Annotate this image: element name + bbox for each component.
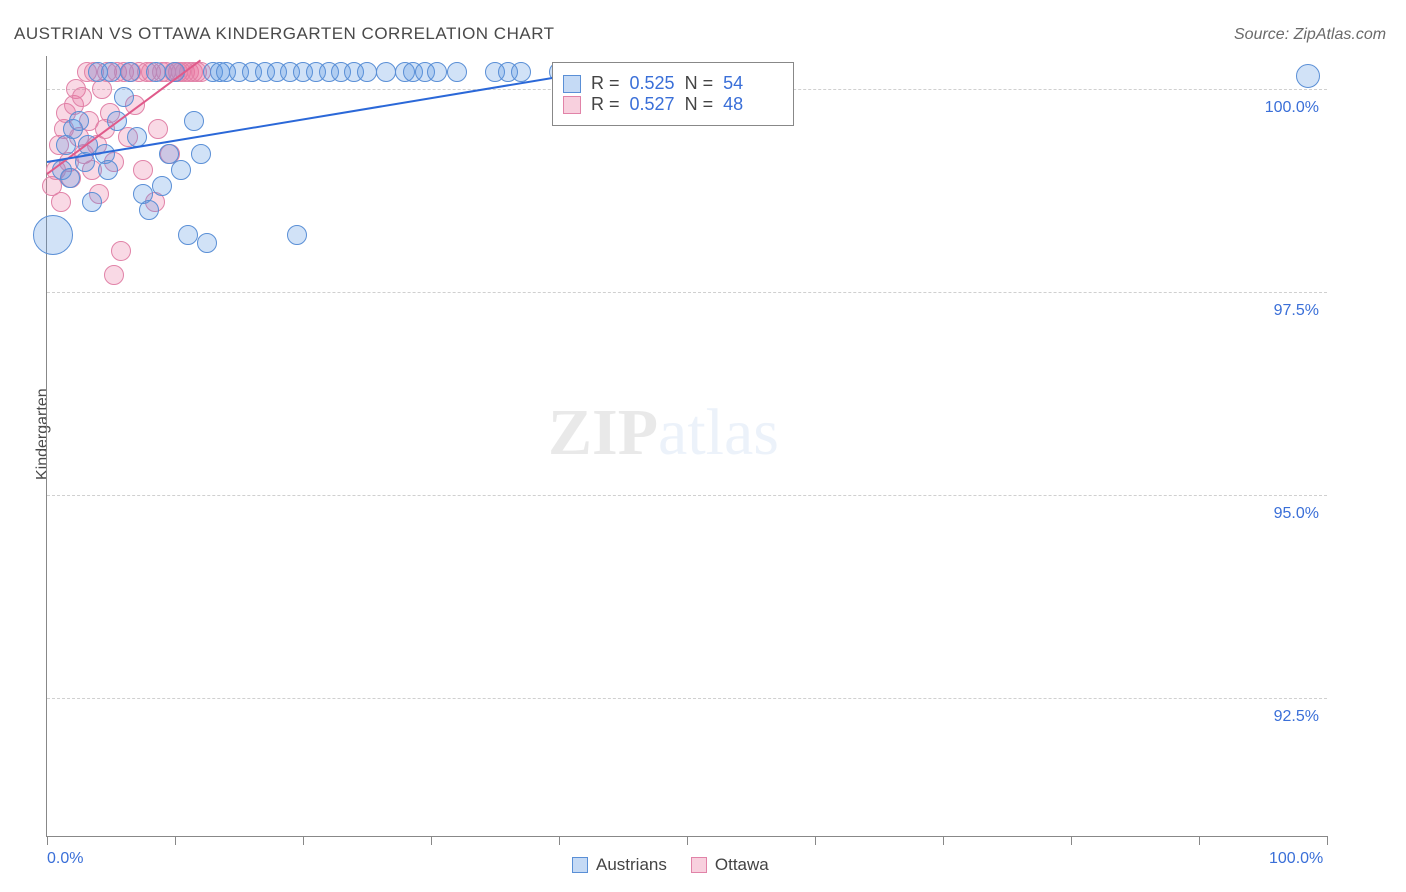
data-point-ottawa [51, 192, 71, 212]
data-point-austrians [33, 215, 73, 255]
plot-area: 100.0%97.5%95.0%92.5%0.0%100.0% [46, 56, 1327, 837]
gridline [47, 292, 1327, 293]
data-point-ottawa [104, 265, 124, 285]
legend-n-label: N = [685, 73, 714, 94]
series-legend: Austrians Ottawa [572, 855, 769, 875]
legend-n-value: 54 [723, 73, 743, 94]
data-point-austrians [184, 111, 204, 131]
legend-r-value: 0.527 [630, 94, 675, 115]
legend-swatch [563, 75, 581, 93]
x-tick [1071, 836, 1072, 845]
stats-legend: R = 0.525 N = 54 R = 0.527 N = 48 [552, 62, 794, 126]
legend-swatch [572, 857, 588, 873]
trend-line-austrians [47, 71, 585, 162]
data-point-austrians [376, 62, 396, 82]
data-point-austrians [447, 62, 467, 82]
x-tick-label: 100.0% [1269, 850, 1323, 868]
data-point-austrians [511, 62, 531, 82]
legend-r-value: 0.525 [630, 73, 675, 94]
data-point-austrians [114, 87, 134, 107]
data-point-austrians [98, 160, 118, 180]
data-point-austrians [152, 176, 172, 196]
data-point-austrians [146, 62, 166, 82]
data-point-austrians [287, 225, 307, 245]
data-point-austrians [427, 62, 447, 82]
data-point-austrians [1296, 64, 1320, 88]
x-tick [47, 836, 48, 845]
legend-swatch [691, 857, 707, 873]
legend-r-label: R = [591, 94, 620, 115]
gridline [47, 495, 1327, 496]
y-tick-label: 97.5% [1274, 302, 1319, 320]
x-tick [1327, 836, 1328, 845]
x-tick [1199, 836, 1200, 845]
legend-swatch [563, 96, 581, 114]
data-point-austrians [69, 111, 89, 131]
x-tick [303, 836, 304, 845]
legend-r-label: R = [591, 73, 620, 94]
y-tick-label: 100.0% [1265, 99, 1319, 117]
y-tick-label: 95.0% [1274, 505, 1319, 523]
y-tick-label: 92.5% [1274, 708, 1319, 726]
data-point-austrians [357, 62, 377, 82]
data-point-austrians [171, 160, 191, 180]
legend-label: Ottawa [715, 855, 769, 875]
x-tick [687, 836, 688, 845]
series-legend-item: Austrians [572, 855, 667, 875]
data-point-austrians [60, 168, 80, 188]
data-point-ottawa [133, 160, 153, 180]
x-tick [559, 836, 560, 845]
source-attribution: Source: ZipAtlas.com [1234, 26, 1386, 44]
x-tick [815, 836, 816, 845]
stats-legend-row: R = 0.527 N = 48 [563, 94, 783, 115]
stats-legend-row: R = 0.525 N = 54 [563, 73, 783, 94]
data-point-austrians [197, 233, 217, 253]
data-point-austrians [139, 200, 159, 220]
data-point-ottawa [148, 119, 168, 139]
x-tick [943, 836, 944, 845]
data-point-austrians [191, 144, 211, 164]
x-tick [431, 836, 432, 845]
data-point-ottawa [72, 87, 92, 107]
data-point-austrians [82, 192, 102, 212]
legend-label: Austrians [596, 855, 667, 875]
x-tick [175, 836, 176, 845]
series-legend-item: Ottawa [691, 855, 769, 875]
x-tick-label: 0.0% [47, 850, 83, 868]
legend-n-label: N = [685, 94, 714, 115]
chart-title: AUSTRIAN VS OTTAWA KINDERGARTEN CORRELAT… [14, 24, 555, 44]
data-point-ottawa [111, 241, 131, 261]
data-point-austrians [178, 225, 198, 245]
legend-n-value: 48 [723, 94, 743, 115]
gridline [47, 698, 1327, 699]
